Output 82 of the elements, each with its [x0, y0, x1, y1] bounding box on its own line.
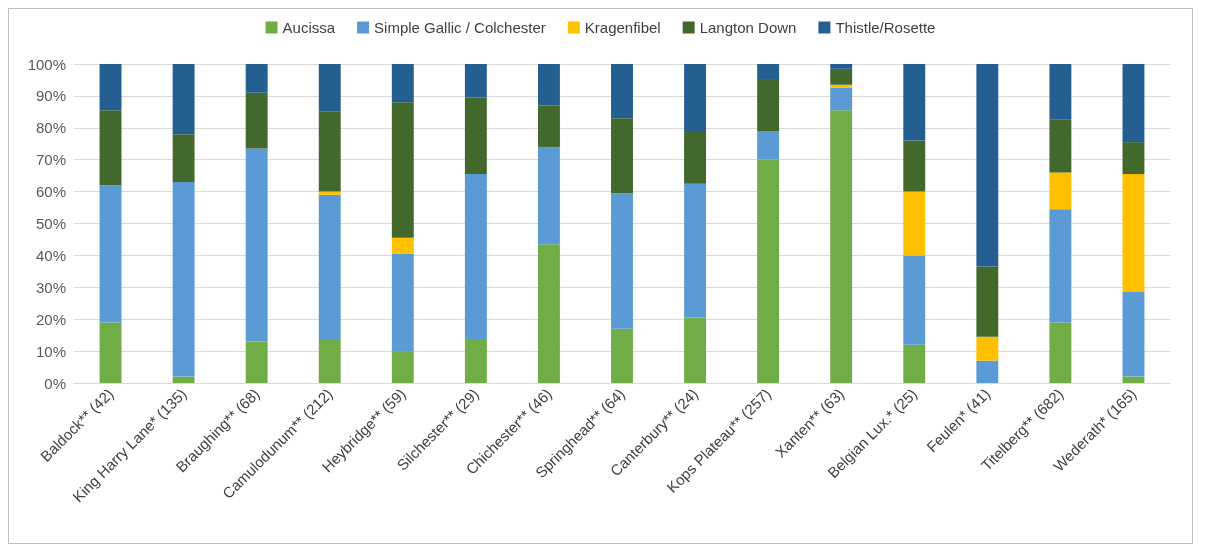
bar: [318, 191, 341, 195]
y-tick-label: 60%: [35, 183, 66, 201]
bar: [830, 110, 853, 383]
bar: [903, 344, 926, 383]
bar: [1122, 64, 1145, 143]
bar: [464, 64, 487, 98]
bar: [318, 64, 341, 112]
bar: [172, 376, 195, 383]
bar: [172, 182, 195, 377]
bar: [245, 64, 268, 93]
bar: [757, 130, 780, 160]
bar: [903, 64, 926, 141]
bar: [684, 183, 707, 318]
bar: [830, 64, 853, 69]
bar: [611, 328, 633, 383]
bar: [611, 64, 633, 119]
bar: [99, 64, 122, 111]
y-tick-label: 30%: [35, 278, 66, 296]
bar: [318, 111, 341, 192]
bar: [1049, 209, 1072, 323]
legend-label: Aucissa: [282, 19, 336, 36]
bar: [976, 266, 999, 337]
bar: [1122, 142, 1145, 175]
legend-label: Langton Down: [699, 19, 797, 36]
bar: [99, 110, 122, 186]
bar: [464, 339, 487, 383]
legend-label: Thistle/Rosette: [835, 19, 936, 36]
bar: [757, 79, 780, 131]
bar: [903, 191, 926, 256]
bar: [1049, 322, 1072, 383]
bar: [245, 148, 268, 342]
bar: [391, 253, 414, 352]
bar: [611, 193, 633, 329]
bar: [318, 194, 341, 340]
bar: [391, 102, 414, 238]
bar: [611, 118, 633, 194]
legend-label: Kragenfibel: [584, 19, 661, 36]
bar: [976, 64, 999, 267]
bar: [976, 336, 999, 361]
y-tick-label: 40%: [35, 246, 66, 264]
bar: [1122, 292, 1145, 377]
bar: [1122, 174, 1145, 293]
bar: [684, 64, 707, 131]
y-tick-label: 100%: [27, 55, 66, 73]
bar: [172, 64, 195, 135]
bar: [1049, 172, 1072, 210]
bar: [537, 146, 560, 245]
y-tick-label: 70%: [35, 151, 66, 169]
bar: [245, 341, 268, 383]
y-tick-label: 20%: [35, 310, 66, 328]
bar: [537, 64, 560, 106]
bar: [245, 92, 268, 149]
bar: [172, 134, 195, 183]
bar: [757, 64, 780, 80]
bar: [391, 351, 414, 383]
bar: [1049, 119, 1072, 173]
y-tick-label: 0%: [44, 374, 66, 392]
bar: [757, 159, 780, 383]
bar: [1049, 64, 1072, 120]
legend-label: Simple Gallic / Colchester: [374, 19, 546, 36]
bar: [684, 317, 707, 383]
bar: [1122, 376, 1145, 383]
bar: [464, 97, 487, 175]
bar: [537, 105, 560, 147]
bar: [537, 244, 560, 383]
bar: [903, 255, 926, 345]
bar: [684, 130, 707, 184]
bar: [903, 140, 926, 192]
bar: [391, 64, 414, 103]
bar: [976, 360, 999, 383]
y-tick-label: 90%: [35, 87, 66, 105]
bar: [830, 87, 853, 111]
bar: [391, 237, 414, 254]
y-tick-label: 10%: [35, 342, 66, 360]
bar: [830, 84, 853, 88]
y-tick-label: 50%: [35, 215, 66, 232]
bar: [99, 185, 122, 323]
bar: [318, 339, 341, 383]
bar: [830, 68, 853, 85]
bar: [464, 174, 487, 340]
bar: [99, 322, 122, 383]
y-tick-label: 80%: [35, 119, 66, 137]
